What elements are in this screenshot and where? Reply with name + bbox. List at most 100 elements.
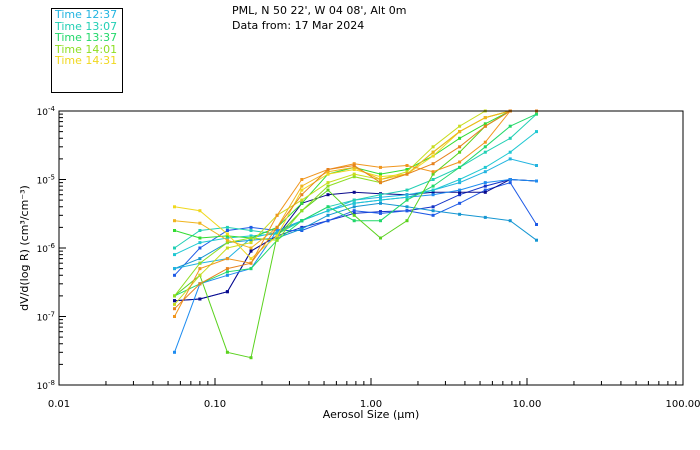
data-point	[458, 150, 462, 154]
y-tick-label: 10-6	[37, 242, 56, 255]
data-point	[173, 350, 176, 354]
data-point	[300, 209, 304, 213]
legend-item: Time 14:01	[55, 42, 118, 56]
data-point	[300, 193, 304, 197]
data-point	[326, 213, 330, 217]
data-point	[352, 162, 356, 166]
data-point	[508, 136, 512, 140]
data-point	[300, 198, 304, 202]
series-7	[173, 112, 538, 250]
data-point	[508, 124, 512, 128]
data-point	[275, 238, 279, 242]
data-point	[198, 221, 202, 225]
data-point	[275, 230, 279, 234]
data-point	[483, 170, 487, 174]
data-point	[405, 205, 409, 209]
data-point	[508, 219, 512, 223]
data-point	[379, 178, 382, 181]
data-point	[458, 165, 462, 169]
data-point	[173, 273, 176, 277]
data-point	[535, 164, 538, 167]
data-point	[173, 299, 176, 303]
data-point	[300, 229, 304, 232]
data-point	[508, 178, 512, 181]
data-point	[173, 267, 176, 271]
data-point	[458, 124, 462, 128]
data-point	[249, 236, 253, 240]
x-tick-label: 10.00	[513, 399, 542, 410]
data-point	[173, 307, 176, 311]
data-point	[326, 193, 330, 197]
data-point	[326, 188, 330, 192]
data-point	[249, 234, 253, 238]
data-point	[275, 232, 279, 236]
data-point	[326, 209, 330, 213]
data-point	[198, 209, 202, 213]
data-point	[431, 188, 435, 192]
data-point	[249, 246, 253, 250]
data-point	[405, 172, 409, 176]
data-point	[300, 219, 304, 223]
data-point	[352, 201, 356, 205]
data-point	[352, 190, 356, 194]
data-point	[249, 356, 253, 360]
data-point	[405, 170, 409, 174]
data-point	[405, 188, 409, 192]
data-point	[275, 225, 279, 229]
data-point	[352, 213, 356, 217]
data-point	[300, 227, 304, 231]
data-point	[379, 175, 382, 179]
data-point	[405, 219, 409, 223]
data-point	[173, 315, 176, 318]
data-point	[483, 188, 487, 192]
data-point	[198, 236, 202, 240]
data-point	[173, 229, 176, 232]
data-point	[483, 122, 487, 126]
data-point	[431, 205, 435, 209]
data-point	[535, 179, 538, 183]
data-point	[458, 145, 462, 149]
data-point	[198, 267, 202, 271]
data-point	[352, 198, 356, 202]
data-point	[405, 193, 409, 197]
y-tick-label: 10-8	[37, 379, 55, 392]
data-point	[535, 130, 538, 134]
data-point	[198, 297, 202, 301]
series-1-line	[174, 182, 537, 276]
chart-subtitle: Data from: 17 Mar 2024	[232, 19, 365, 32]
data-point	[173, 219, 176, 223]
data-point	[458, 190, 462, 194]
data-point	[431, 172, 435, 176]
x-axis-label: Aerosol Size (μm)	[323, 408, 420, 421]
data-point	[535, 238, 538, 242]
data-point	[483, 140, 487, 144]
data-point	[225, 257, 229, 261]
data-point	[225, 238, 229, 242]
data-point	[249, 267, 253, 271]
series-16	[173, 109, 538, 311]
data-point	[300, 178, 304, 181]
data-point	[352, 175, 356, 179]
data-point	[458, 130, 462, 134]
data-point	[483, 165, 487, 169]
data-point	[352, 211, 356, 215]
data-point	[326, 168, 330, 171]
plot-area-frame	[58, 110, 684, 386]
data-point	[458, 212, 462, 216]
data-point	[249, 229, 253, 232]
data-point	[483, 145, 487, 149]
y-tick-label: 10-5	[37, 174, 55, 187]
data-point	[379, 211, 382, 215]
data-point	[352, 165, 356, 169]
data-point	[198, 261, 202, 265]
data-point	[173, 246, 176, 250]
data-point	[535, 112, 538, 116]
data-point	[405, 209, 409, 213]
data-point	[483, 190, 487, 194]
data-point	[198, 257, 202, 261]
data-point	[225, 234, 229, 238]
data-point	[198, 273, 202, 277]
data-point	[379, 198, 382, 202]
legend-item: Time 14:31	[55, 54, 118, 67]
